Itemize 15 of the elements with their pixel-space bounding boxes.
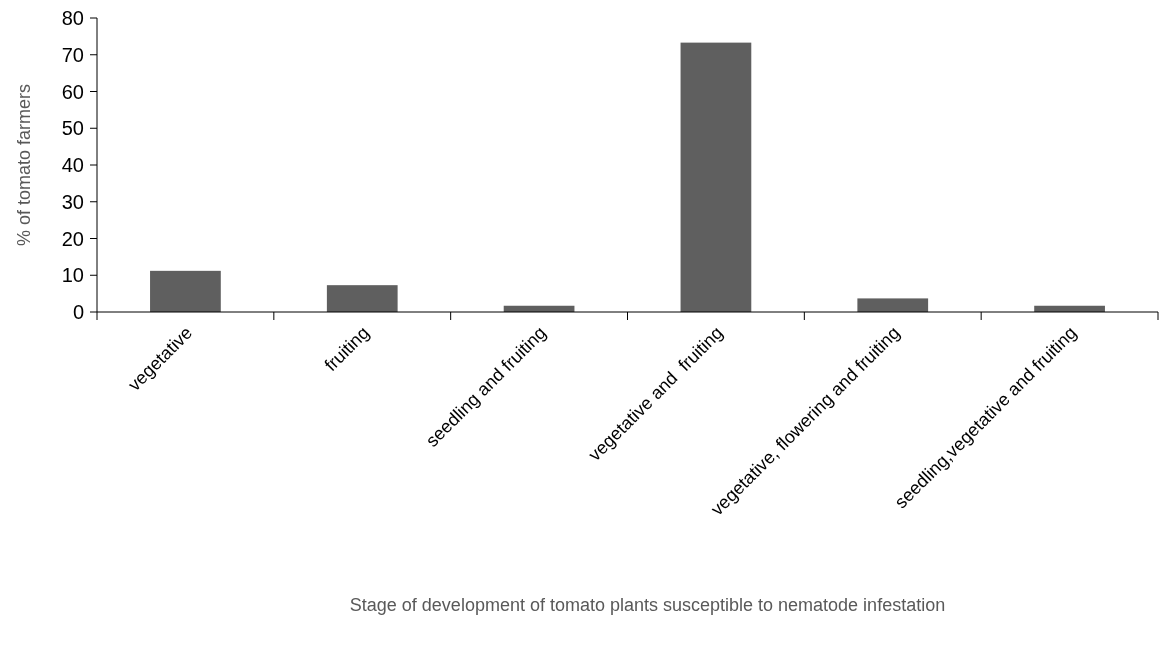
y-tick-label: 50	[61, 117, 84, 140]
bar	[326, 285, 398, 312]
y-tick-label: 60	[61, 80, 84, 103]
y-tick-label: 40	[61, 154, 84, 176]
y-tick-label: 10	[61, 264, 84, 287]
y-tick-label: 80	[61, 7, 84, 29]
bar	[680, 42, 752, 312]
bar	[857, 298, 929, 312]
y-axis-title: % of tomato farmers	[14, 83, 34, 247]
y-tick-label: 0	[72, 301, 84, 323]
y-tick-label: 70	[61, 43, 84, 66]
x-axis-title: Stage of development of tomato plants susceptible to nematode infestation	[349, 595, 946, 615]
y-tick-label: 30	[61, 190, 84, 213]
bar	[150, 270, 221, 312]
y-tick-label: 20	[61, 227, 84, 250]
